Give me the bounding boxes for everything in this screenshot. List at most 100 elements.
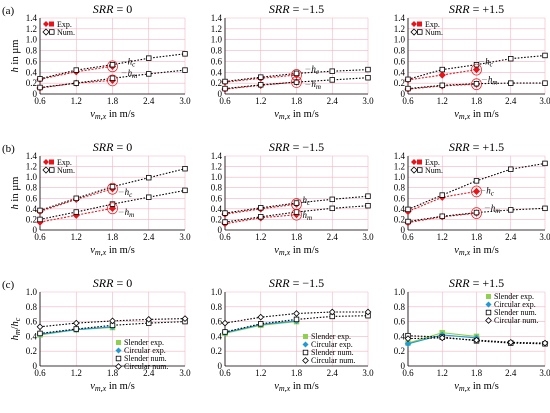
legend-label-num: Num. [425,166,443,175]
legend: Exp.Num. [410,158,443,175]
y-tick-label: 1.2 [26,24,37,34]
x-tick-label: 0.6 [219,368,231,378]
x-tick-label: 2.4 [505,368,517,378]
legend-marker-exp-2 [49,159,54,165]
annotation-label: hc [485,56,494,68]
y-tick-label: 0.8 [394,302,406,312]
highlight-ring [471,185,482,198]
data-point-num [146,55,152,61]
y-tick-label: 0 [218,89,223,99]
chart-title: SRR = 0 [93,276,132,290]
data-point-num [37,84,43,91]
y-tick-label: 0.8 [26,46,38,56]
y-tick-label: 0.2 [26,78,37,88]
legend-marker-circular-exp [115,347,122,354]
y-tick-label: 0.6 [26,193,38,203]
y-axis-label: h in µm [10,177,21,210]
x-tick-label: 1.8 [291,96,303,106]
legend-marker-num [410,166,418,174]
legend-marker-num [410,28,418,36]
legend-marker-slender-exp [303,334,308,339]
series-line [407,212,477,224]
legend-label: Circular exp. [311,340,353,349]
highlight-ring [471,78,482,91]
legend-marker-exp [43,21,49,27]
x-tick-label: 1.8 [107,368,119,378]
y-tick-label: 1.4 [394,13,406,23]
y-tick-label: 0.4 [394,331,406,341]
legend-label-exp: Exp. [425,158,440,167]
data-point-num [222,219,228,225]
chart-title: SRR = −1.5 [269,2,324,16]
x-tick-label: 2.4 [143,232,155,242]
data-point-num [222,85,228,92]
x-tick-label: 3.0 [539,232,550,242]
highlight-ring [107,182,118,195]
x-axis-label: vm,x in m/s [454,381,499,393]
y-tick-label: 1.4 [211,13,223,23]
y-tick-label: 1.2 [26,162,37,172]
x-tick-label: 1.8 [471,96,483,106]
legend: Exp.Num. [42,20,75,37]
data-point-num [329,77,335,83]
legend-label: Circular num. [311,356,355,365]
legend-label: Slender num. [494,308,537,317]
y-tick-label: 0 [33,89,38,99]
y-tick-label: 1.0 [211,172,223,182]
data-point-num [473,178,480,184]
x-tick-label: 1.2 [255,96,266,106]
y-tick-label: 0.6 [394,56,406,66]
data-point-slender-num [258,321,264,327]
data-point-slender-num [293,316,300,323]
y-tick-label: 0 [33,225,38,235]
data-point-num [258,82,264,88]
data-point-num [146,174,152,181]
y-tick-label: 0.8 [26,183,38,193]
series-line [224,311,368,324]
y-tick-label: 1.0 [26,172,38,182]
data-point-num [405,206,411,213]
legend-marker-num-2 [417,167,423,173]
data-point-num [439,82,445,89]
legend-marker-circular-exp [485,301,492,308]
data-point-num [182,187,188,194]
legend-marker-exp [411,159,417,165]
data-point-num [508,56,514,62]
chart-panel-0-2: 00.20.40.60.81.01.21.40.6 1.2 1.8 2.4 3.0SRR… [394,2,550,121]
y-tick-label: 0.8 [211,302,223,312]
chart-title: SRR = −1.5 [269,276,324,290]
y-tick-label: 0.4 [26,67,38,77]
data-point-circular-exp [404,340,412,348]
y-tick-label: 1.2 [394,162,405,172]
series-line [39,168,186,211]
x-tick-label: 3.0 [539,96,550,106]
legend-marker-circular-num [115,363,122,370]
chart-panel-2-0: 0 0.2 0.4 0.6 0.8 1.0 0.6 1.2 1.8 2.4 3.0 SRR = 0 vm… [2,276,191,393]
data-point-num [293,209,300,215]
data-point-num [182,51,188,57]
legend-label: Circular num. [124,362,168,371]
series-line [407,54,546,80]
data-point-circular-num [181,315,189,323]
x-tick-label: 0.6 [402,368,414,378]
x-axis-label: vm,x in m/s [274,109,319,121]
data-point-num [109,75,116,81]
highlight-ring [291,76,302,88]
data-point-num [182,67,188,73]
data-point-num [293,200,300,206]
data-point-num [37,76,43,82]
legend-label-exp: Exp. [57,20,72,29]
x-tick-label: 2.4 [505,96,517,106]
data-point-num [439,192,445,198]
x-tick-label: 1.8 [107,96,119,106]
data-point-circular-num [221,319,229,327]
x-tick-label: 0.6 [34,96,46,106]
annotation-label: hm [128,68,138,80]
x-axis-label: vm,x in m/s [454,245,499,257]
data-point-num [439,66,445,73]
legend-label: Slender exp. [124,338,164,347]
x-axis-label: vm,x in m/s [90,109,135,121]
y-tick-label: 1.0 [394,35,406,45]
data-point-num [258,214,264,220]
x-tick-label: 1.2 [437,96,448,106]
